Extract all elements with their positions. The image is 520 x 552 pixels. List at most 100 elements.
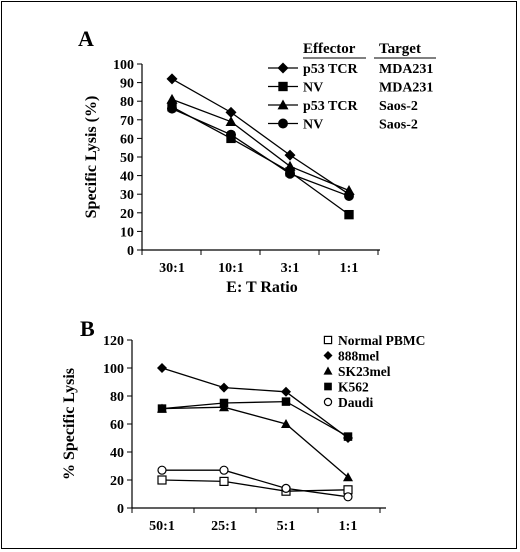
- data-point: [284, 160, 296, 171]
- legend-target: Saos-2: [379, 118, 418, 133]
- legend-target: Saos-2: [379, 99, 418, 114]
- series-line: [171, 106, 350, 216]
- y-tick-label: 40: [120, 170, 134, 185]
- data-point: [157, 404, 167, 413]
- legend-target: MDA231: [379, 62, 433, 77]
- data-point: [167, 103, 177, 114]
- panel-a-x-ticks: 30:1 10:1 3:1 1:1: [141, 250, 379, 276]
- x-tick-label: 30:1: [159, 261, 185, 276]
- data-point: [219, 476, 229, 486]
- legend-effector: NV: [303, 81, 323, 96]
- panel-b-x-ticks: 50:1 25:1 5:1 1:1: [131, 508, 381, 534]
- legend-label: K562: [338, 380, 369, 395]
- y-tick-label: 90: [120, 77, 134, 92]
- panel-a-y-ticks: 0 10 20 30 40 50 60 70 80 90 100: [113, 58, 142, 259]
- y-tick-label: 10: [120, 225, 134, 240]
- legend-marker: [278, 81, 288, 92]
- legend-header-target: Target: [379, 41, 421, 57]
- x-tick-label: 25:1: [211, 519, 237, 534]
- legend-marker: [323, 335, 333, 345]
- data-point: [157, 363, 167, 373]
- panel-b: B 0 20 40 60 80 100 120 50:1 25:1 5:1 1:1 % Speci…: [61, 316, 425, 534]
- panel-a-label: A: [78, 26, 94, 51]
- y-tick-label: 100: [103, 362, 124, 377]
- x-tick-label: 50:1: [149, 519, 175, 534]
- data-point: [219, 382, 229, 393]
- legend-marker: [323, 397, 333, 407]
- panel-b-label: B: [80, 316, 95, 341]
- panel-a-series: [166, 73, 355, 220]
- data-point: [281, 483, 291, 493]
- y-tick-label: 60: [110, 418, 124, 433]
- x-tick-label: 1:1: [340, 261, 359, 276]
- series-line: [171, 108, 350, 197]
- y-tick-label: 30: [120, 188, 134, 203]
- data-point: [281, 419, 291, 428]
- legend-effector: NV: [303, 118, 323, 133]
- y-tick-label: 40: [110, 446, 124, 461]
- series-line: [161, 367, 349, 439]
- data-point: [157, 465, 167, 475]
- data-point: [344, 191, 354, 202]
- legend-marker: [278, 118, 288, 129]
- data-point: [226, 129, 236, 140]
- y-tick-label: 20: [110, 474, 124, 489]
- x-tick-label: 10:1: [218, 261, 244, 276]
- panel-a-x-label: E: T Ratio: [226, 279, 297, 296]
- y-tick-label: 50: [120, 151, 134, 166]
- data-point: [343, 432, 353, 441]
- x-tick-label: 3:1: [281, 261, 300, 276]
- data-point: [225, 106, 237, 118]
- data-point: [344, 209, 354, 220]
- legend-marker: [277, 99, 289, 110]
- series-line: [161, 479, 349, 492]
- legend-marker: [324, 382, 332, 391]
- data-point: [157, 475, 167, 485]
- legend-label: Normal PBMC: [338, 333, 425, 348]
- panel-a-legend-rows: p53 TCR MDA231 NV MDA231 p53 TCR Saos-2 NV Saos…: [268, 62, 433, 133]
- x-tick-label: 1:1: [339, 519, 358, 534]
- data-point: [225, 116, 237, 127]
- legend-target: MDA231: [379, 81, 433, 96]
- data-point: [343, 472, 353, 482]
- y-tick-label: 0: [127, 244, 134, 259]
- data-point: [219, 398, 229, 408]
- legend-marker: [323, 351, 333, 360]
- y-tick-label: 100: [113, 58, 134, 73]
- legend-marker: [277, 62, 289, 74]
- panel-b-series: [157, 363, 353, 502]
- data-point: [281, 386, 291, 397]
- series-line: [171, 78, 350, 195]
- panel-b-y-ticks: 0 20 40 60 80 100 120: [103, 334, 132, 517]
- data-point: [219, 465, 229, 475]
- y-tick-label: 0: [117, 502, 124, 517]
- x-tick-label: 5:1: [277, 519, 296, 534]
- series-line: [161, 400, 349, 438]
- legend-label: SK23mel: [338, 364, 391, 379]
- legend-label: 888mel: [338, 349, 379, 364]
- data-point: [285, 168, 295, 179]
- panel-a-y-label: Specific Lysis (%): [83, 96, 100, 219]
- data-point: [281, 397, 291, 406]
- y-tick-label: 60: [120, 132, 134, 147]
- data-point: [284, 149, 296, 161]
- series-line: [171, 98, 350, 192]
- legend-marker: [323, 366, 333, 375]
- y-tick-label: 120: [103, 334, 124, 349]
- y-tick-label: 20: [120, 207, 134, 222]
- legend-header-effector: Effector: [303, 41, 356, 57]
- data-point: [166, 73, 178, 85]
- series-line: [161, 406, 349, 478]
- legend-label: Daudi: [338, 395, 374, 410]
- y-tick-label: 80: [120, 95, 134, 110]
- data-point: [166, 93, 178, 104]
- y-tick-label: 80: [110, 390, 124, 405]
- y-tick-label: 70: [120, 114, 134, 129]
- series-line: [162, 469, 349, 498]
- legend-effector: p53 TCR: [303, 99, 358, 114]
